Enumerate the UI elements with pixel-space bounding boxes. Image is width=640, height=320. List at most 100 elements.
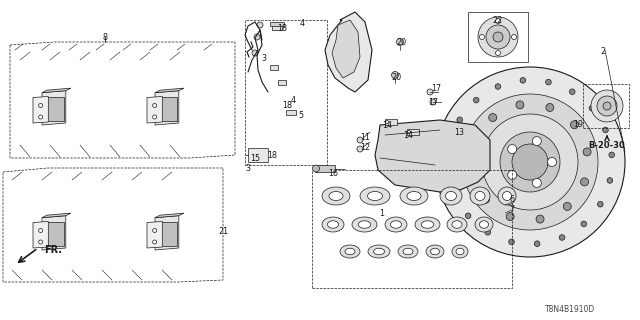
Circle shape [570, 121, 579, 129]
Text: 21: 21 [218, 227, 228, 236]
Ellipse shape [447, 217, 467, 232]
Bar [270, 65, 278, 70]
Polygon shape [147, 221, 163, 248]
Circle shape [481, 195, 490, 203]
Circle shape [479, 35, 484, 39]
Circle shape [570, 89, 575, 94]
Text: B-20-30: B-20-30 [589, 140, 625, 149]
Circle shape [546, 79, 551, 85]
Ellipse shape [479, 221, 488, 228]
Bar [151, 223, 156, 230]
Bar [245, 20, 327, 165]
Ellipse shape [403, 248, 413, 255]
Circle shape [532, 137, 541, 146]
Polygon shape [155, 213, 184, 218]
Text: 1: 1 [380, 210, 385, 219]
Ellipse shape [329, 191, 343, 201]
Ellipse shape [475, 217, 493, 232]
Circle shape [357, 146, 363, 152]
Ellipse shape [322, 217, 344, 232]
Circle shape [516, 101, 524, 109]
Bar [38, 235, 43, 242]
Text: FR.: FR. [44, 245, 62, 255]
Bar [151, 110, 156, 117]
Circle shape [452, 191, 458, 197]
Ellipse shape [390, 221, 401, 228]
Circle shape [392, 71, 399, 78]
Circle shape [485, 229, 491, 235]
Ellipse shape [322, 187, 350, 205]
Bar [151, 235, 156, 242]
Ellipse shape [352, 217, 377, 232]
Ellipse shape [445, 191, 456, 201]
Ellipse shape [328, 221, 339, 228]
Text: 22: 22 [492, 15, 502, 25]
Text: T8N4B1910D: T8N4B1910D [545, 306, 595, 315]
Ellipse shape [368, 245, 390, 258]
Bar [38, 98, 43, 105]
Circle shape [589, 105, 595, 111]
Circle shape [472, 138, 479, 146]
Circle shape [509, 239, 515, 245]
Text: 14: 14 [382, 121, 392, 130]
Circle shape [38, 240, 43, 244]
Circle shape [607, 178, 612, 183]
Text: 11: 11 [360, 132, 370, 141]
Circle shape [597, 96, 617, 116]
Ellipse shape [367, 191, 383, 201]
Polygon shape [332, 20, 360, 78]
Polygon shape [33, 97, 48, 123]
Circle shape [478, 17, 518, 57]
Ellipse shape [426, 245, 444, 258]
Text: 17: 17 [431, 84, 441, 92]
Polygon shape [42, 213, 71, 218]
Polygon shape [42, 88, 71, 93]
Text: 6: 6 [509, 196, 515, 204]
Circle shape [153, 103, 157, 108]
Ellipse shape [431, 248, 440, 255]
Bar [157, 222, 177, 246]
Circle shape [598, 201, 603, 207]
Circle shape [474, 97, 479, 103]
Text: 7: 7 [509, 204, 515, 213]
Bar [312, 170, 512, 288]
Ellipse shape [345, 248, 355, 255]
Ellipse shape [470, 187, 490, 205]
Bar [151, 98, 156, 105]
Circle shape [38, 103, 43, 108]
Circle shape [580, 178, 589, 186]
Circle shape [536, 215, 544, 223]
Ellipse shape [452, 245, 468, 258]
Bar [44, 222, 64, 246]
Circle shape [546, 103, 554, 111]
Circle shape [500, 132, 560, 192]
Bar [248, 148, 268, 162]
Ellipse shape [502, 191, 511, 201]
Circle shape [482, 114, 578, 210]
Bar [315, 165, 335, 172]
Circle shape [38, 228, 43, 233]
Text: 5: 5 [298, 110, 303, 119]
Text: 20: 20 [391, 73, 401, 82]
Polygon shape [155, 216, 179, 250]
Ellipse shape [475, 191, 485, 201]
Bar [468, 12, 528, 62]
Circle shape [508, 145, 516, 154]
Circle shape [445, 166, 451, 172]
Circle shape [357, 137, 363, 143]
Ellipse shape [360, 187, 390, 205]
Bar [38, 223, 43, 230]
Circle shape [430, 99, 436, 105]
Circle shape [559, 235, 565, 240]
Text: 19: 19 [573, 119, 583, 129]
Ellipse shape [385, 217, 407, 232]
Circle shape [495, 84, 500, 89]
Text: 12: 12 [360, 142, 370, 151]
Circle shape [153, 240, 157, 244]
Circle shape [603, 127, 608, 133]
Polygon shape [42, 216, 66, 250]
Ellipse shape [374, 248, 385, 255]
Ellipse shape [398, 245, 418, 258]
Circle shape [534, 241, 540, 246]
Ellipse shape [498, 187, 516, 205]
